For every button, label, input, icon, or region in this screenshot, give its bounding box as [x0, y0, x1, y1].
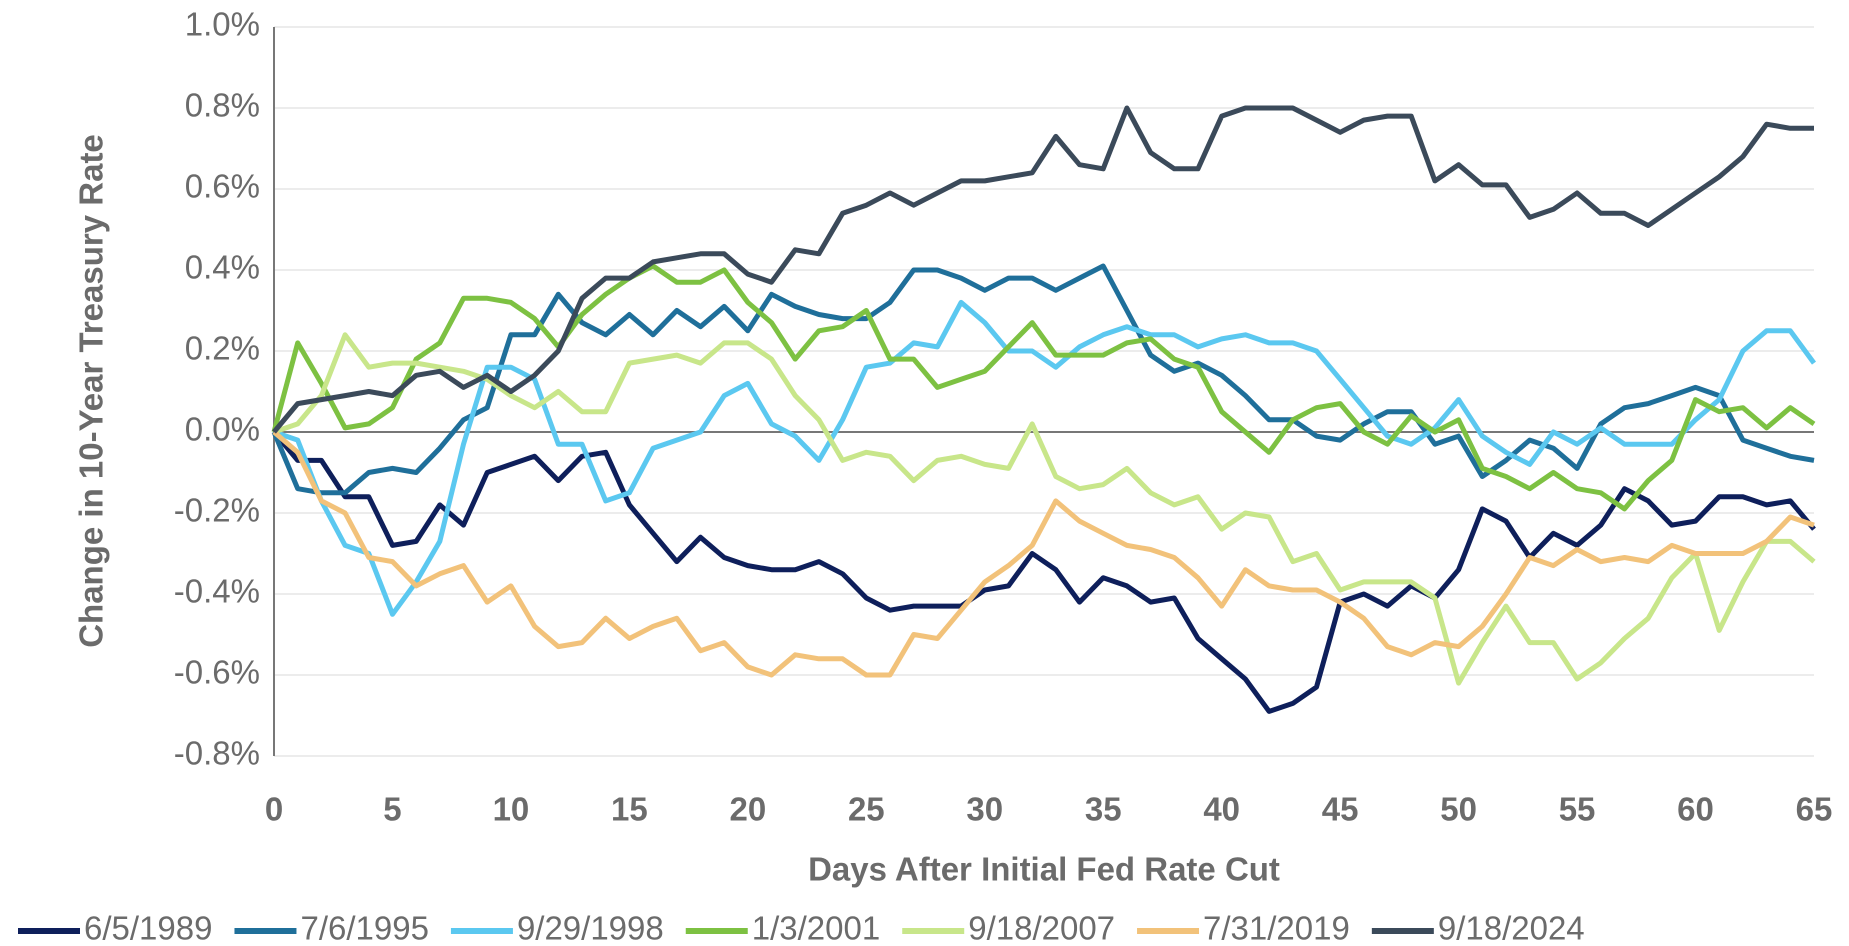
legend-label: 7/31/2019 [1203, 910, 1350, 946]
series-line [272, 105, 1814, 434]
x-tick-label: 25 [848, 791, 885, 828]
legend-label: 9/18/2007 [968, 910, 1115, 946]
series-line [272, 430, 1815, 678]
x-tick-label: 55 [1559, 791, 1596, 828]
x-tick-label: 10 [493, 791, 530, 828]
y-tick-label: -0.4% [174, 573, 260, 610]
legend-label: 7/6/1995 [300, 910, 428, 946]
x-tick-label: 45 [1322, 791, 1359, 828]
x-axis-title: Days After Initial Fed Rate Cut [808, 851, 1280, 888]
y-tick-label: 0.0% [185, 411, 260, 448]
y-tick-label: 0.8% [185, 87, 260, 124]
x-tick-label: 35 [1085, 791, 1122, 828]
y-tick-label: 1.0% [185, 6, 260, 43]
x-tick-label: 60 [1677, 791, 1714, 828]
y-axis-title: Change in 10-Year Treasury Rate [73, 134, 110, 648]
y-tick-label: 0.6% [185, 168, 260, 205]
series-line [271, 263, 1816, 512]
series-line [272, 430, 1816, 714]
y-tick-label: -0.6% [174, 654, 260, 691]
series-line [273, 332, 1816, 686]
x-tick-label: 20 [729, 791, 766, 828]
legend-label: 6/5/1989 [84, 910, 212, 946]
legend-label: 1/3/2001 [752, 910, 880, 946]
x-tick-label: 15 [611, 791, 648, 828]
series-line [271, 263, 1815, 496]
legend-label: 9/18/2024 [1438, 910, 1585, 946]
y-tick-label: 0.2% [185, 330, 260, 367]
y-tick-label: 0.4% [185, 249, 260, 286]
y-tick-label: -0.8% [174, 735, 260, 772]
x-tick-label: 0 [265, 791, 283, 828]
x-tick-label: 65 [1796, 791, 1833, 828]
x-tick-label: 50 [1440, 791, 1477, 828]
x-tick-label: 5 [383, 791, 401, 828]
x-tick-label: 40 [1203, 791, 1240, 828]
legend-label: 9/29/1998 [517, 910, 664, 946]
y-tick-label: -0.2% [174, 492, 260, 529]
x-tick-label: 30 [966, 791, 1003, 828]
